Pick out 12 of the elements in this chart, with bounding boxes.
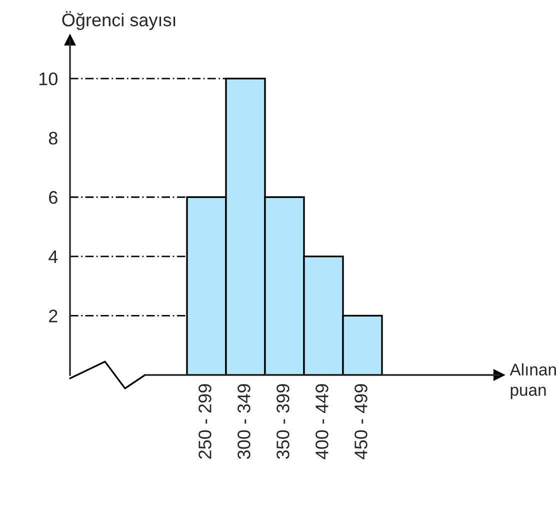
x-tick-label: 300 - 349: [238, 384, 250, 459]
x-tick-label: 450 - 499: [354, 384, 368, 460]
text: Alınan puan: [510, 363, 556, 400]
y-tick-label: 6: [49, 191, 58, 204]
y-tick-label: 10: [39, 72, 58, 86]
x-tick-label: 250 - 299: [198, 384, 212, 459]
y-axis-title: Öğrenci sayısı: [62, 11, 176, 30]
y-tick-label: 8: [48, 132, 58, 145]
y-tick-label: 4: [48, 250, 58, 263]
x-tick-label: 400 - 449: [316, 384, 328, 460]
x-tick-label: 350 - 399: [276, 384, 290, 459]
y-tick-label: 2: [49, 310, 58, 322]
